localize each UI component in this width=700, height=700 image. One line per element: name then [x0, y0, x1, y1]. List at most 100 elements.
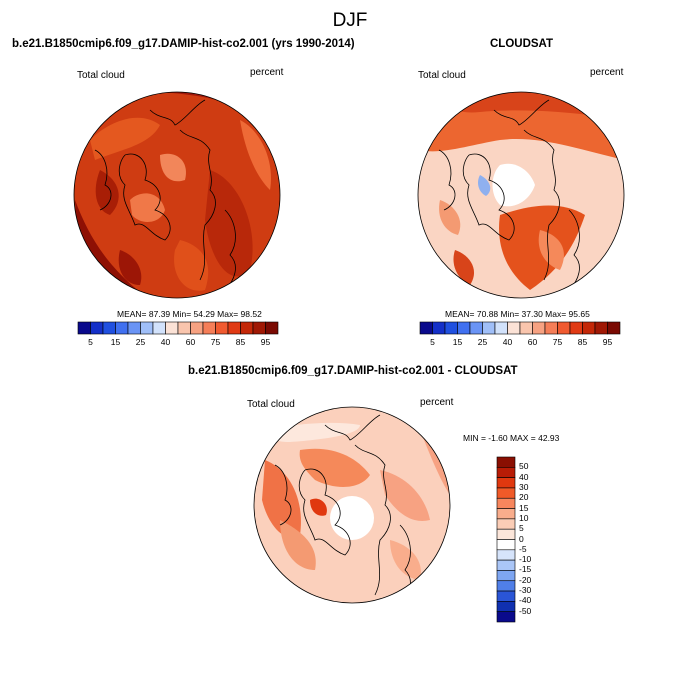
colorbar-box: [557, 321, 571, 335]
colorbar-box: [227, 321, 241, 335]
colorbar-box: [496, 570, 516, 582]
colorbar-box: [215, 321, 229, 335]
colorbar-box: [469, 321, 483, 335]
colorbar-box: [496, 456, 516, 468]
colorbar-tick-label: 50: [519, 461, 529, 472]
panel2-stats: MEAN= 70.88 Min= 37.30 Max= 95.65: [445, 309, 590, 319]
colorbar-box: [519, 321, 533, 335]
colorbar-tick-label: 85: [577, 337, 588, 347]
panel1-coastlines: [94, 99, 236, 291]
colorbar-tick-label: 60: [527, 337, 538, 347]
panel1-stats: MEAN= 87.39 Min= 54.29 Max= 98.52: [117, 309, 262, 319]
colorbar-tick-label: 95: [260, 337, 271, 347]
colorbar-tick-label: 15: [452, 337, 463, 347]
colorbar-box: [494, 321, 508, 335]
colorbar-box: [77, 321, 91, 335]
colorbar-box: [496, 508, 516, 520]
colorbar-tick-label: -50: [519, 605, 532, 616]
colorbar-box: [496, 467, 516, 478]
colorbar-box: [177, 321, 191, 335]
colorbar-box: [532, 321, 546, 335]
panel2-variable: Total cloud: [418, 70, 466, 81]
panel1-variable: Total cloud: [77, 70, 125, 81]
colorbar-tick-label: 20: [519, 492, 529, 503]
colorbar-box: [202, 321, 216, 335]
colorbar-box: [457, 321, 471, 335]
colorbar-box: [496, 549, 516, 561]
colorbar-tick-label: 0: [519, 533, 524, 544]
colorbar-tick-label: 40: [160, 337, 171, 347]
colorbar-tick-label: 25: [135, 337, 146, 347]
panel1-colorbar-labels: 5 15 25 40 60 75 85 95: [78, 337, 278, 349]
panel2-colorbar-labels: 5 15 25 40 60 75 85 95: [420, 337, 620, 349]
colorbar-box: [496, 518, 516, 530]
colorbar-tick-label: 30: [519, 481, 529, 492]
panel2-cloud-field: [418, 92, 624, 298]
panel2-title: CLOUDSAT: [490, 38, 554, 50]
colorbar-tick-label: -40: [519, 595, 532, 606]
colorbar-tick-label: -10: [519, 554, 532, 565]
colorbar-box: [127, 321, 141, 335]
colorbar-box: [482, 321, 496, 335]
colorbar-tick-label: 40: [502, 337, 513, 347]
colorbar-box: [152, 321, 166, 335]
colorbar-tick-label: -30: [519, 585, 532, 596]
colorbar-tick-label: 5: [88, 337, 93, 347]
panel3-diff-field: [254, 407, 450, 603]
panel1-cloud-field: [74, 92, 280, 298]
colorbar-box: [190, 321, 204, 335]
panel2-units: percent: [590, 67, 624, 78]
colorbar-tick-label: -15: [519, 564, 532, 575]
colorbar-box: [569, 321, 583, 335]
panel2-coastlines: [438, 99, 580, 291]
colorbar-box: [507, 321, 521, 335]
colorbar-box: [165, 321, 179, 335]
colorbar-box: [582, 321, 596, 335]
colorbar-box: [496, 580, 516, 592]
colorbar-box: [432, 321, 446, 335]
colorbar-box: [544, 321, 558, 335]
colorbar-box: [252, 321, 266, 335]
panel1-title: b.e21.B1850cmip6.f09_g17.DAMIP-hist-co2.…: [12, 38, 355, 50]
panel3-colorbar: [496, 456, 516, 623]
colorbar-box: [115, 321, 129, 335]
colorbar-box: [496, 559, 516, 571]
colorbar-box: [496, 539, 516, 551]
colorbar-tick-label: 40: [519, 471, 529, 482]
colorbar-box: [140, 321, 154, 335]
colorbar-box: [265, 321, 279, 335]
colorbar-box: [496, 590, 516, 602]
colorbar-tick-label: 75: [552, 337, 563, 347]
colorbar-box: [419, 321, 433, 335]
panel3-coastlines: [274, 414, 411, 603]
colorbar-box: [496, 601, 516, 612]
colorbar-box: [496, 528, 516, 540]
panel3-colorbar-labels: 50 40 30 20 15 10 5 0 -5 -10 -15 -20 -30 -40 -50: [519, 457, 549, 622]
colorbar-tick-label: 5: [430, 337, 435, 347]
colorbar-box: [607, 321, 621, 335]
panel2-colorbar: [419, 321, 621, 335]
colorbar-tick-label: -5: [519, 543, 527, 554]
colorbar-tick-label: 25: [477, 337, 488, 347]
colorbar-box: [496, 477, 516, 489]
panel3-title: b.e21.B1850cmip6.f09_g17.DAMIP-hist-co2.…: [188, 365, 518, 377]
colorbar-box: [594, 321, 608, 335]
colorbar-tick-label: 75: [210, 337, 221, 347]
panel3-stats: MIN = -1.60 MAX = 42.93: [463, 433, 560, 443]
colorbar-box: [240, 321, 254, 335]
colorbar-tick-label: 15: [110, 337, 121, 347]
panel1-colorbar: [77, 321, 279, 335]
colorbar-box: [496, 611, 516, 623]
colorbar-tick-label: 5: [519, 523, 524, 534]
colorbar-tick-label: 15: [519, 502, 529, 513]
colorbar-tick-label: 10: [519, 512, 529, 523]
panel3-units: percent: [420, 397, 454, 408]
colorbar-tick-label: 60: [185, 337, 196, 347]
colorbar-box: [90, 321, 104, 335]
colorbar-tick-label: 85: [235, 337, 246, 347]
colorbar-box: [102, 321, 116, 335]
colorbar-box: [496, 487, 516, 499]
colorbar-tick-label: 95: [602, 337, 613, 347]
panel3-variable: Total cloud: [247, 399, 295, 410]
colorbar-tick-label: -20: [519, 574, 532, 585]
